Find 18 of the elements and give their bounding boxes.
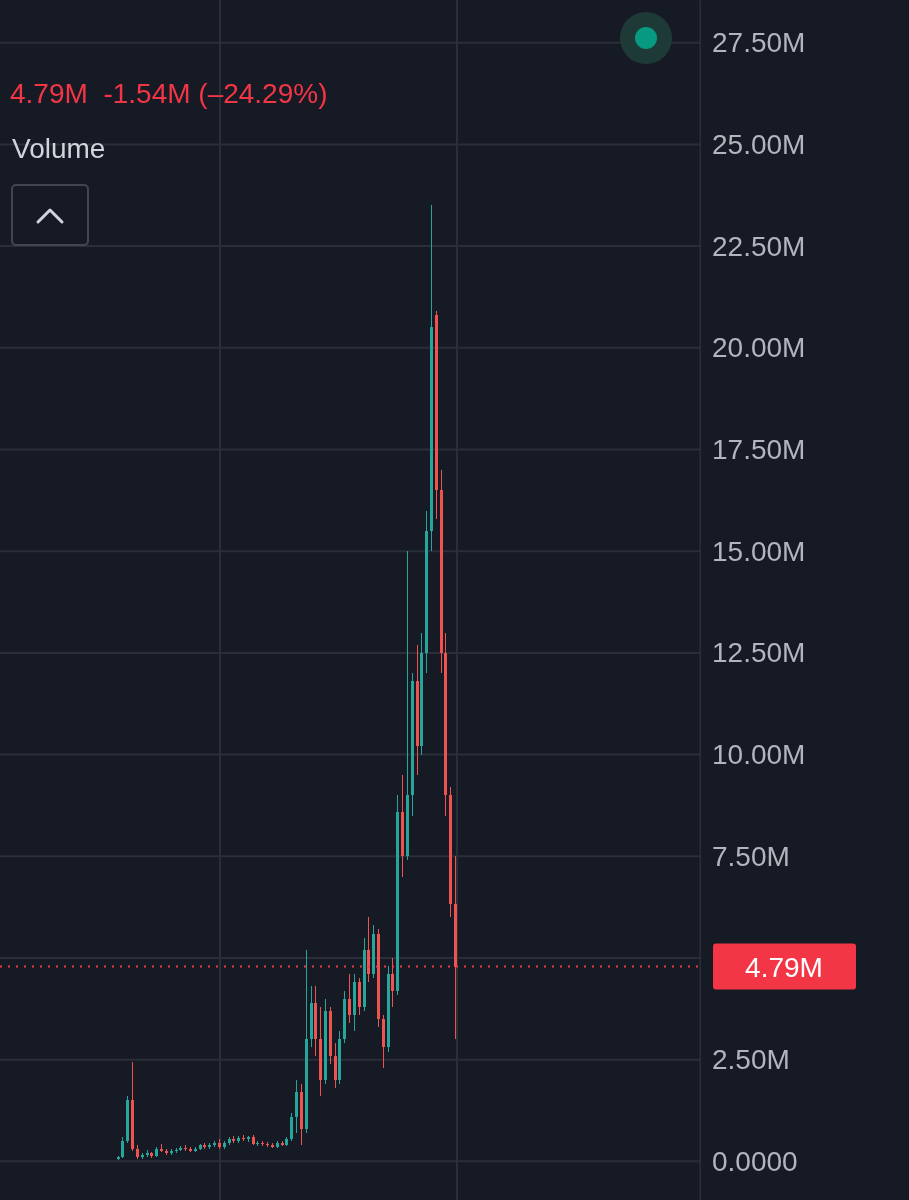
y-tick-label: 17.50M — [712, 433, 806, 465]
candlestick — [121, 1136, 124, 1159]
candlestick — [290, 1112, 293, 1142]
y-tick-label: 7.50M — [712, 840, 790, 872]
candlestick — [391, 957, 394, 1008]
candlestick — [348, 973, 351, 1024]
y-tick-label: 2.50M — [712, 1044, 790, 1076]
y-tick-label: 25.00M — [712, 128, 806, 160]
y-tick-label: 27.50M — [712, 27, 806, 59]
y-tick-label: 12.50M — [712, 637, 806, 669]
y-tick-label: 10.00M — [712, 739, 806, 771]
y-tick-label: 20.00M — [712, 332, 806, 364]
y-tick-label: 22.50M — [712, 230, 806, 262]
annotation: Volume — [12, 133, 106, 164]
ref-line-label: 4.79M — [745, 951, 823, 983]
y-tick-label: 15.00M — [712, 535, 806, 567]
text: 4.79M -1.54M (–24.29%) — [10, 78, 328, 109]
y-tick-label: 0.0000 — [712, 1145, 798, 1177]
